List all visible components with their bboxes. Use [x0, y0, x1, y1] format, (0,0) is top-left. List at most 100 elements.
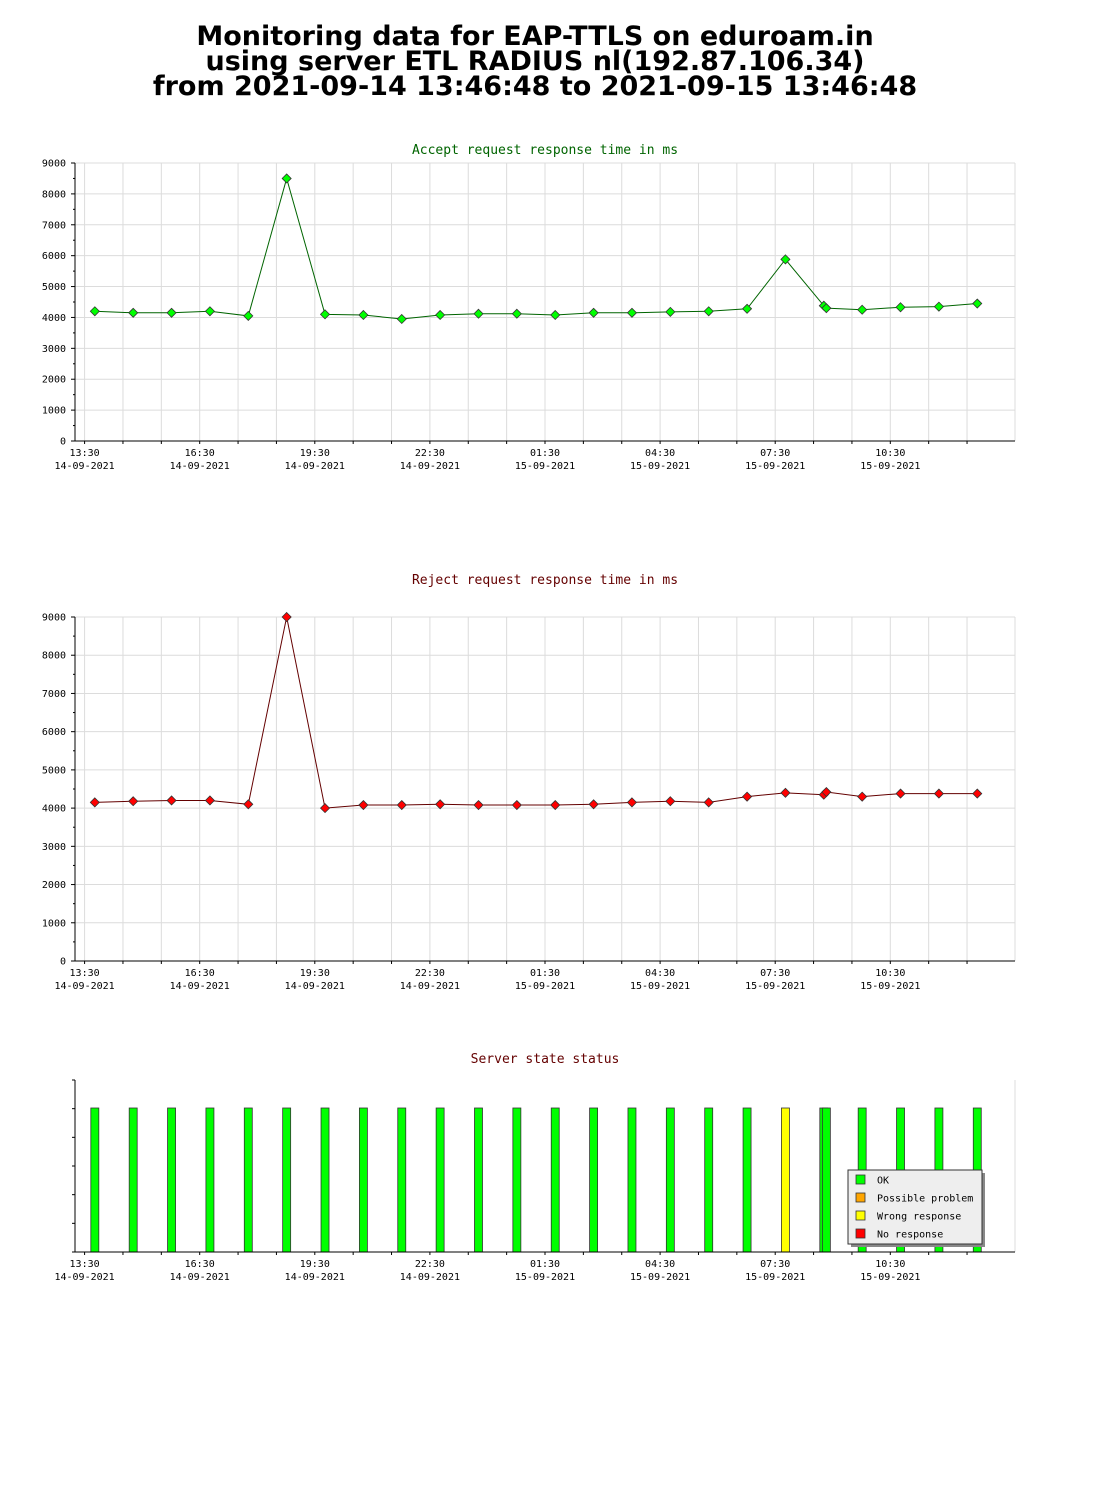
series-line [94, 616, 978, 809]
x-tick-label-date: 14-09-2021 [54, 981, 114, 992]
x-tick-label-time: 04:30 [645, 448, 675, 459]
data-point [703, 306, 714, 317]
x-tick-label-time: 01:30 [530, 1259, 560, 1270]
x-tick-label-date: 15-09-2021 [745, 461, 805, 472]
x-tick-label-date: 14-09-2021 [54, 461, 114, 472]
legend-box [847, 1169, 983, 1245]
status-bar [282, 1107, 292, 1253]
x-tick-label-time: 19:30 [300, 448, 330, 459]
legend-label: Wrong response [877, 1212, 961, 1223]
y-tick-label: 9000 [42, 159, 66, 170]
data-point [473, 308, 484, 319]
data-point [588, 799, 599, 810]
data-point [166, 795, 177, 806]
x-tick-label-time: 10:30 [875, 448, 905, 459]
x-tick-label-time: 16:30 [185, 968, 215, 979]
x-tick-label-date: 15-09-2021 [860, 461, 920, 472]
x-tick-label-time: 16:30 [185, 448, 215, 459]
y-tick-label: 7000 [42, 689, 66, 700]
x-tick-label-date: 15-09-2021 [515, 461, 575, 472]
status-bar [704, 1107, 714, 1253]
x-tick-label-time: 22:30 [415, 968, 445, 979]
data-point [89, 306, 100, 317]
x-tick-label-time: 01:30 [530, 448, 560, 459]
x-tick-label-time: 22:30 [415, 448, 445, 459]
data-point [703, 797, 714, 808]
page-title: Monitoring data for EAP-TTLS on eduroam.… [0, 23, 1070, 102]
status-bar [435, 1107, 445, 1253]
y-tick-label: 6000 [42, 727, 66, 738]
data-point [742, 303, 753, 314]
x-tick-label-time: 13:30 [70, 448, 100, 459]
legend-label: Possible problem [877, 1194, 973, 1205]
data-point [166, 307, 177, 318]
y-tick-label: 1000 [42, 406, 66, 417]
page-title-line-3: from 2021-09-14 13:46:48 to 2021-09-15 1… [152, 71, 918, 102]
status-bar [358, 1107, 368, 1253]
data-point [821, 303, 832, 314]
page-title-line-2: using server ETL RADIUS nl(192.87.106.34… [205, 46, 865, 77]
x-tick-label-date: 14-09-2021 [170, 461, 230, 472]
data-point [742, 791, 753, 802]
x-tick-label-time: 10:30 [875, 1259, 905, 1270]
data-point [972, 788, 983, 799]
status-bar [474, 1107, 483, 1253]
data-point [396, 799, 407, 811]
x-tick-label-time: 13:30 [70, 968, 100, 979]
status-bar [550, 1107, 560, 1253]
x-tick-label-time: 07:30 [760, 1259, 790, 1270]
x-tick-label-time: 19:30 [300, 1259, 330, 1270]
x-tick-label-date: 14-09-2021 [170, 981, 230, 992]
y-tick-label: 2000 [42, 375, 66, 386]
y-tick-label: 3000 [42, 842, 66, 853]
status-bar [205, 1107, 215, 1253]
x-tick-label-date: 14-09-2021 [285, 1272, 345, 1283]
y-tick-label: 8000 [42, 651, 66, 662]
x-tick-label-date: 14-09-2021 [170, 1272, 230, 1283]
legend-swatch [855, 1192, 866, 1203]
legend-swatch [855, 1174, 866, 1185]
status-bar [589, 1107, 598, 1253]
chart-title: Reject request response time in ms [412, 573, 678, 588]
status-bar [742, 1107, 752, 1253]
data-point [972, 298, 983, 309]
status-bar [512, 1107, 522, 1253]
data-point [511, 308, 522, 319]
x-tick-label-date: 15-09-2021 [515, 981, 575, 992]
status-bar [243, 1107, 253, 1253]
data-point [626, 307, 638, 318]
data-point [933, 301, 944, 312]
x-tick-label-date: 15-09-2021 [860, 981, 920, 992]
data-point [933, 788, 944, 799]
status-bar [781, 1107, 790, 1253]
x-tick-label-date: 14-09-2021 [54, 1272, 114, 1283]
x-tick-label-date: 14-09-2021 [285, 981, 345, 992]
y-tick-label: 0 [60, 957, 66, 968]
x-tick-label-time: 07:30 [760, 968, 790, 979]
data-point [550, 309, 561, 321]
y-tick-label: 3000 [42, 344, 66, 355]
data-point [435, 799, 446, 810]
data-point [665, 306, 676, 317]
y-tick-label: 1000 [42, 918, 66, 929]
data-point [895, 788, 906, 799]
data-point [511, 799, 522, 811]
y-tick-label: 5000 [42, 282, 66, 293]
x-tick-label-time: 07:30 [760, 448, 790, 459]
data-point [821, 786, 832, 798]
data-point [204, 306, 215, 317]
status-bar [320, 1107, 330, 1253]
data-point [204, 795, 215, 806]
legend-label: OK [877, 1176, 889, 1187]
data-point [665, 796, 676, 807]
x-tick-label-date: 15-09-2021 [745, 1272, 805, 1283]
data-point [895, 302, 906, 313]
x-tick-label-date: 15-09-2021 [860, 1272, 920, 1283]
legend-swatch [855, 1210, 866, 1221]
data-point [550, 799, 561, 811]
x-tick-label-time: 22:30 [415, 1259, 445, 1270]
y-tick-label: 4000 [42, 313, 66, 324]
data-point [358, 309, 369, 321]
y-tick-label: 9000 [42, 613, 66, 624]
data-point [281, 611, 292, 623]
